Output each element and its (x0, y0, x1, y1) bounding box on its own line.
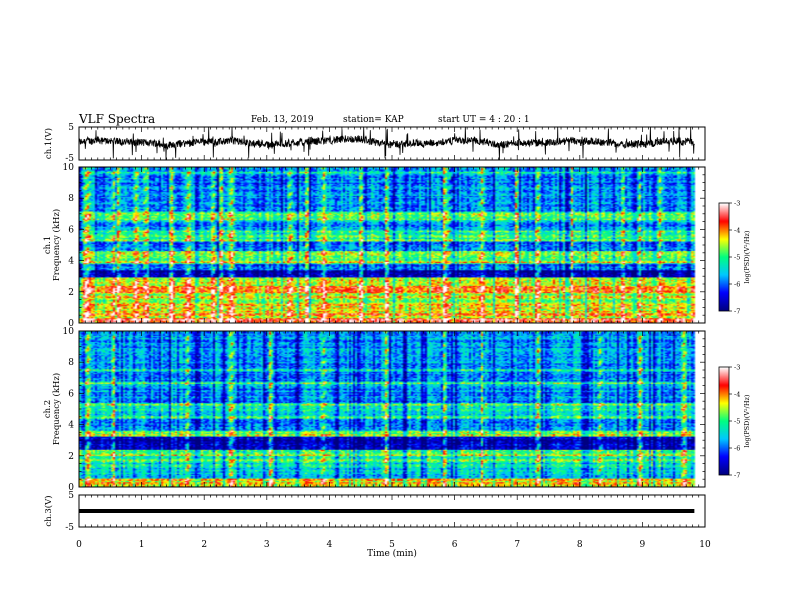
time-tick-label: 9 (640, 540, 646, 550)
colorbar-tick-label: -4 (734, 391, 740, 399)
ch1-spec-ylabel-frequency: Frequency (kHz) (51, 209, 62, 281)
colorbar-tick-label: -7 (734, 308, 740, 316)
ch3-voltage-panel: 5 -5 ch.3(V) 0 1 2 3 4 5 6 7 8 9 10 Time (min) (43, 491, 711, 559)
time-axis-label: Time (min) (367, 548, 417, 559)
time-tick-label: 3 (264, 540, 270, 550)
time-tick-label: 0 (76, 540, 82, 550)
colorbar-tick-label: -5 (734, 418, 740, 426)
ch1-ytick-top: 5 (68, 123, 74, 133)
ch2-spectrogram-image (79, 331, 705, 487)
ch1-voltage-panel: 5 -5 ch.1(V) (43, 123, 706, 164)
ch1-freq-tick-labels: 0 2 4 6 8 10 (63, 163, 75, 329)
ch2-spec-ylabel-channel: ch.2 (43, 400, 53, 418)
start-time-label: start UT = 4 : 20 : 1 (438, 115, 530, 125)
ch1-colorbar-label: log(PSD)(V²/Hz) (743, 230, 751, 283)
ch1-spectrogram-ticks (78, 166, 706, 324)
time-axis-tick-labels: 0 1 2 3 4 5 6 7 8 9 10 (76, 540, 711, 550)
ch1-spectrogram-image (79, 167, 705, 323)
time-tick-label: 1 (139, 540, 145, 550)
ch2-spectrogram-panel: 0 2 4 6 8 10 ch.2 Frequency (kHz) (43, 327, 706, 493)
freq-tick-label: 6 (68, 389, 74, 399)
ch1-colorbar: -3 -4 -5 -6 -7 log(PSD)(V²/Hz) (718, 200, 751, 316)
ch2-colorbar-label: log(PSD)(V²/Hz) (743, 394, 751, 447)
ch2-colorbar-image (719, 367, 729, 475)
colorbar-tick-label: -5 (734, 254, 740, 262)
freq-tick-label: 0 (68, 483, 74, 493)
ch1-colorbar-ticks: -3 -4 -5 -6 -7 (729, 200, 740, 316)
colorbar-tick-label: -4 (734, 227, 740, 235)
ch3-ytick-bottom: -5 (65, 523, 74, 533)
time-tick-label: 2 (201, 540, 207, 550)
ch2-freq-tick-labels: 0 2 4 6 8 10 (63, 327, 75, 493)
ch2-colorbar-ticks: -3 -4 -5 -6 -7 (729, 364, 740, 480)
freq-tick-label: 8 (68, 358, 74, 368)
ch1-trace (78, 126, 695, 161)
freq-tick-label: 4 (68, 421, 74, 431)
date-label: Feb. 13, 2019 (251, 115, 314, 125)
ch3-ytick-top: 5 (68, 491, 74, 501)
colorbar-tick-label: -3 (734, 364, 740, 372)
ch1-ticks (78, 127, 706, 160)
colorbar-tick-label: -7 (734, 472, 740, 480)
freq-tick-label: 8 (68, 194, 74, 204)
freq-tick-label: 0 (68, 319, 74, 329)
time-tick-label: 7 (514, 540, 520, 550)
ch1-ytick-bottom: -5 (65, 154, 74, 164)
colorbar-tick-label: -6 (734, 445, 740, 453)
ch2-spectrogram-ticks (78, 330, 706, 488)
freq-tick-label: 2 (68, 288, 74, 298)
ch1-ylabel: ch.1(V) (43, 128, 54, 159)
ch1-spec-ylabel-channel: ch.1 (43, 236, 53, 254)
ch3-ticks (78, 495, 706, 527)
figure-title: VLF Spectra (78, 112, 155, 126)
time-tick-label: 10 (699, 540, 711, 550)
ch1-spectrogram-panel: 0 2 4 6 8 10 ch.1 Frequency (kHz) (43, 163, 706, 329)
freq-tick-label: 6 (68, 225, 74, 235)
ch2-spec-ylabel-frequency: Frequency (kHz) (51, 373, 62, 445)
time-tick-label: 5 (389, 540, 395, 550)
time-tick-label: 4 (327, 540, 333, 550)
ch1-voltage-line (78, 126, 695, 161)
colorbar-tick-label: -3 (734, 200, 740, 208)
freq-tick-label: 10 (63, 163, 75, 173)
freq-tick-label: 2 (68, 452, 74, 462)
colorbar-tick-label: -6 (734, 281, 740, 289)
freq-tick-label: 4 (68, 257, 74, 267)
ch3-ylabel: ch.3(V) (43, 495, 54, 526)
freq-tick-label: 10 (63, 327, 75, 337)
time-tick-label: 8 (577, 540, 583, 550)
ch2-colorbar: -3 -4 -5 -6 -7 log(PSD)(V²/Hz) (718, 364, 751, 480)
station-label: station= KAP (343, 115, 404, 125)
ch1-colorbar-image (719, 203, 729, 311)
time-tick-label: 6 (452, 540, 458, 550)
